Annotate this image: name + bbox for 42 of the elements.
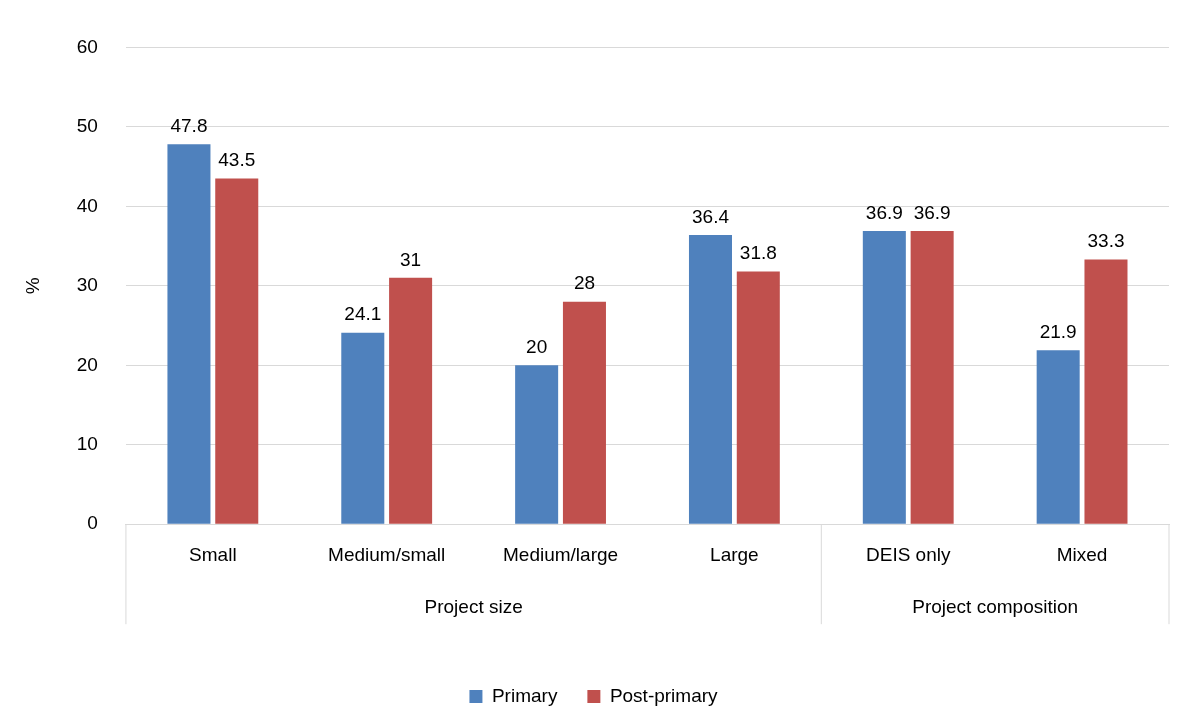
text: Project composition — [912, 596, 1079, 618]
data-label: 31.8 — [739, 242, 777, 264]
x-tick-label: Medium/small — [328, 543, 446, 565]
x-tick-label: Small — [189, 543, 237, 565]
y-tick-label: 60 — [76, 35, 98, 57]
x-tick-label: Medium/large — [502, 543, 619, 565]
data-label: 36.4 — [691, 205, 730, 227]
bar — [736, 271, 780, 524]
bar — [215, 178, 259, 524]
data-label: 33.3 — [1087, 230, 1125, 252]
y-axis-title: % — [21, 277, 43, 295]
data-label: 43.5 — [218, 149, 256, 171]
bar — [167, 144, 211, 524]
data-label: 20 — [526, 336, 548, 357]
x-tick-label: Large — [710, 543, 759, 565]
bar — [562, 301, 606, 524]
data-label: 24.1 — [344, 303, 382, 325]
bar — [1084, 259, 1128, 524]
legend-label: Primary — [491, 684, 558, 706]
y-tick-label: 20 — [76, 353, 98, 375]
x-tick-label: DEIS only — [865, 543, 951, 565]
y-tick-label: 40 — [76, 194, 98, 216]
bar — [515, 365, 559, 524]
data-label: 36.9 — [865, 201, 903, 223]
y-tick-label: 50 — [76, 115, 98, 137]
data-label: 21.9 — [1039, 320, 1077, 342]
bar — [1036, 350, 1080, 524]
text: Project size — [424, 596, 523, 618]
x-tick-label: Mixed — [1056, 543, 1108, 565]
y-tick-label: 10 — [76, 432, 98, 454]
data-label: 31 — [400, 248, 422, 270]
bar — [341, 332, 385, 524]
data-label: 36.9 — [913, 201, 951, 223]
bar — [862, 230, 906, 524]
bar — [910, 230, 954, 524]
data-label: 28 — [573, 272, 596, 294]
y-tick-label: 0 — [87, 512, 98, 534]
y-tick-label: 30 — [76, 274, 98, 296]
data-label: 47.8 — [170, 115, 208, 137]
bar — [389, 277, 433, 524]
legend-label: Post-primary — [609, 684, 719, 706]
bar — [688, 234, 732, 524]
